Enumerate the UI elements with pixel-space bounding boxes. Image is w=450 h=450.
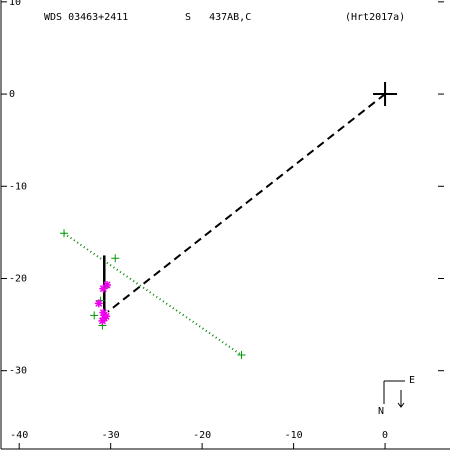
compass-arrow bbox=[397, 402, 405, 408]
point-shape bbox=[98, 316, 107, 325]
point bbox=[237, 351, 246, 360]
compass: E N bbox=[378, 375, 415, 417]
y-tick-label: 10 bbox=[9, 0, 21, 8]
y-tick-label: -10 bbox=[9, 181, 27, 192]
point-shape bbox=[94, 299, 103, 308]
point-shape bbox=[102, 312, 111, 321]
point bbox=[90, 311, 99, 320]
x-tick-label: -30 bbox=[102, 430, 120, 441]
annotation: (Hrt2017a) bbox=[345, 12, 405, 23]
point-shape bbox=[99, 284, 108, 293]
subtitle: S 437AB,C bbox=[185, 12, 251, 23]
x-tick-label: -20 bbox=[193, 430, 211, 441]
point bbox=[373, 82, 398, 107]
compass-east: E bbox=[409, 375, 415, 386]
point bbox=[111, 254, 120, 263]
y-tick-label: -30 bbox=[9, 366, 27, 377]
point bbox=[99, 308, 108, 317]
chart-title: WDS 03463+2411 bbox=[44, 12, 128, 23]
y-tick-label: -20 bbox=[9, 273, 27, 284]
x-tick-label: -40 bbox=[10, 430, 28, 441]
y-tick-label: 0 bbox=[9, 89, 15, 100]
point-shape bbox=[111, 254, 120, 263]
x-tick-label: -10 bbox=[285, 430, 303, 441]
point bbox=[99, 284, 108, 293]
point-shape bbox=[237, 351, 246, 360]
point-shape bbox=[373, 82, 398, 107]
line bbox=[107, 93, 386, 313]
point bbox=[98, 316, 107, 325]
point-shape bbox=[90, 311, 99, 320]
point bbox=[60, 229, 69, 238]
point-shape bbox=[99, 308, 108, 317]
point bbox=[103, 280, 112, 289]
point bbox=[94, 299, 103, 308]
point bbox=[102, 312, 111, 321]
x-tick-label: 0 bbox=[382, 430, 388, 441]
point-shape bbox=[103, 280, 112, 289]
point-shape bbox=[60, 229, 69, 238]
compass-north: N bbox=[378, 406, 384, 417]
